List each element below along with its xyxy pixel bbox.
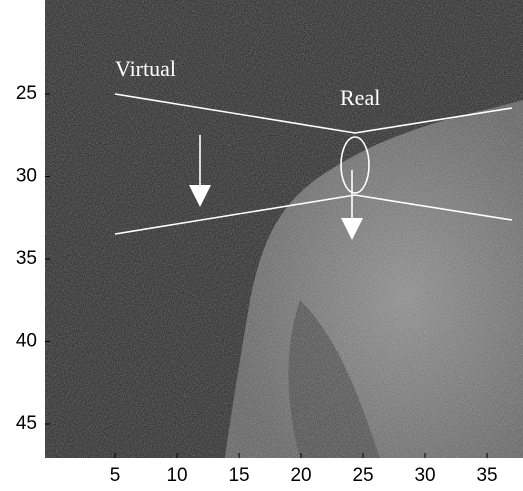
x-tick-label: 5 — [110, 465, 121, 486]
x-tick-label: 35 — [476, 465, 497, 486]
ultrasound-image — [45, 0, 523, 458]
y-tick-label: 35 — [16, 248, 37, 269]
x-tick-label: 25 — [352, 465, 373, 486]
x-tick-label: 15 — [228, 465, 249, 486]
annotation: Virtual — [115, 56, 176, 81]
x-tick-label: 20 — [290, 465, 311, 486]
x-tick-label: 30 — [414, 465, 435, 486]
annotation: Real — [340, 85, 380, 110]
y-tick-label: 30 — [16, 166, 37, 187]
y-tick-label: 25 — [16, 83, 37, 104]
y-tick-label: 40 — [16, 331, 37, 352]
y-tick-label: 45 — [16, 413, 37, 434]
x-tick-label: 10 — [166, 465, 187, 486]
overlay — [114, 93, 513, 240]
